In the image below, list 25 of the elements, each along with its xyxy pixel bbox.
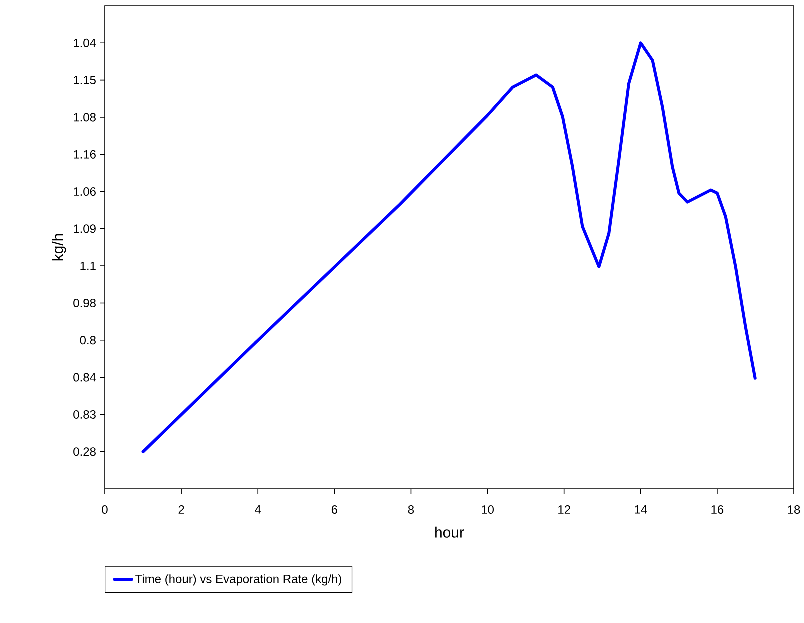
text: 0.28 [74, 448, 96, 456]
y-axis-title: kg/h [52, 234, 66, 261]
text: 0.84 [74, 373, 96, 382]
text: 0.8 [80, 336, 96, 345]
x-tick-label: 4 [255, 506, 262, 514]
x-tick-label: 16 [712, 506, 724, 514]
x-tick-label: 12 [558, 506, 570, 514]
text: 1.06 [74, 188, 96, 196]
x-tick-label: 18 [788, 506, 800, 514]
x-tick-label: 8 [408, 506, 414, 514]
text: 0.98 [74, 298, 96, 308]
legend-label: Time (hour) vs Evaporation Rate (kg/h) [136, 574, 342, 586]
text: 1.09 [74, 224, 96, 234]
text: 0.83 [74, 410, 96, 419]
x-tick-label: 14 [635, 506, 648, 514]
x-tick-label: 0 [102, 506, 108, 514]
x-tick-label: 2 [178, 506, 184, 514]
text: 1.16 [74, 150, 96, 159]
x-tick-label: 10 [482, 506, 494, 514]
text: 1.1 [80, 262, 96, 270]
x-tick-label: 6 [332, 506, 338, 514]
x-axis-title: hour [436, 526, 464, 538]
text: 1.04 [74, 38, 96, 48]
text: 1.08 [74, 113, 96, 122]
text: 1.15 [74, 76, 96, 84]
